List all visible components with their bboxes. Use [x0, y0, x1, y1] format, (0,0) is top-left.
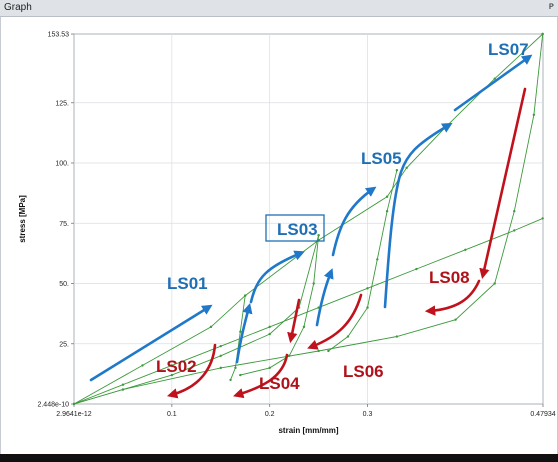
x-tick-label: 0.47934 [530, 411, 555, 418]
data-point [454, 318, 457, 321]
window-title: Graph [4, 2, 32, 13]
loading-arrow [249, 250, 305, 304]
annotation-ls08: LS08 [429, 268, 470, 287]
data-point [385, 210, 389, 213]
loading-arrow [89, 304, 213, 382]
data-point [121, 388, 125, 391]
data-point [244, 294, 247, 297]
unloading-arrow [424, 279, 481, 316]
stress-strain-chart: 2.448e-10 25. 50. 75. 100. 125. 153.53 2.9641e-… [18, 32, 556, 436]
data-point [170, 373, 174, 377]
unloading-arrow [287, 298, 301, 344]
data-point [170, 364, 174, 367]
data-point [268, 366, 271, 370]
data-point [493, 282, 496, 285]
data-point [415, 267, 418, 271]
data-point [209, 325, 213, 329]
series-line-1 [73, 33, 544, 405]
data-point [385, 195, 389, 198]
series-line-4 [240, 235, 320, 376]
x-tick-label: 0.1 [167, 411, 177, 418]
data-point [219, 354, 222, 358]
data-point [327, 349, 330, 353]
y-tick-label: 75. [59, 221, 69, 228]
data-point [376, 258, 379, 261]
x-axis-label: strain [mm/mm] [278, 426, 338, 435]
data-point [317, 234, 320, 237]
y-axis-label: stress [MPa] [18, 195, 27, 243]
y-tick-label: 100. [55, 161, 69, 168]
annotation-ls07: LS07 [488, 40, 529, 59]
bottom-bar [0, 454, 558, 462]
annotation-ls04: LS04 [259, 374, 300, 393]
data-point [239, 330, 242, 333]
data-point [513, 210, 516, 213]
annotation-ls02: LS02 [156, 357, 197, 376]
data-point [268, 332, 271, 336]
series-line-diagonal [73, 217, 543, 405]
data-point [229, 378, 232, 382]
y-tick-label: 25. [59, 341, 69, 348]
data-point [395, 169, 399, 172]
data-point [405, 166, 408, 170]
data-point [317, 349, 320, 353]
data-point [234, 366, 237, 370]
data-point [346, 335, 350, 338]
loading-arrow [453, 54, 533, 112]
data-point [513, 229, 516, 232]
data-point [219, 366, 222, 370]
loading-arrow [315, 268, 334, 327]
data-point [219, 344, 222, 348]
series-line-5 [328, 170, 398, 352]
annotation-ls03: LS03 [277, 220, 318, 239]
series-line-6 [73, 33, 544, 405]
unloading-arrow [166, 343, 217, 399]
data-point [141, 364, 144, 367]
unloading-arrow [233, 353, 289, 399]
y-tick-label: 2.448e-10 [37, 402, 69, 409]
data-point [541, 217, 544, 220]
unloading-arrow [479, 87, 527, 280]
window-titlebar: Graph ᴩ [0, 0, 558, 17]
data-point [312, 282, 315, 285]
data-point [395, 335, 399, 338]
loading-arrow [383, 122, 453, 309]
y-tick-label: 153.53 [48, 32, 70, 39]
data-point [121, 383, 125, 386]
data-point [302, 325, 306, 329]
x-tick-label: 2.9641e-12 [56, 411, 92, 418]
loading-arrow [331, 186, 377, 257]
data-point [493, 77, 496, 80]
data-point [366, 306, 369, 309]
data-point [366, 287, 369, 290]
annotation-box-ls03 [265, 214, 325, 242]
data-point [532, 113, 536, 117]
x-tick-label: 0.3 [363, 411, 373, 418]
x-tick-label: 0.2 [265, 411, 275, 418]
annotation-ls01: LS01 [167, 274, 208, 293]
y-tick-label: 50. [59, 281, 69, 288]
unloading-arrow [307, 293, 363, 350]
data-point [464, 248, 467, 251]
annotation-ls05: LS05 [361, 149, 402, 168]
y-tick-label: 125. [55, 100, 69, 107]
loading-arrow [235, 302, 253, 364]
graph-panel: 2.448e-10 25. 50. 75. 100. 125. 153.53 2.9641e-… [0, 17, 558, 454]
annotation-ls06: LS06 [343, 362, 384, 381]
data-point [239, 373, 242, 377]
pin-icon[interactable]: ᴩ [548, 1, 554, 12]
data-point [72, 402, 76, 406]
data-point [541, 32, 544, 36]
data-point [268, 325, 271, 329]
